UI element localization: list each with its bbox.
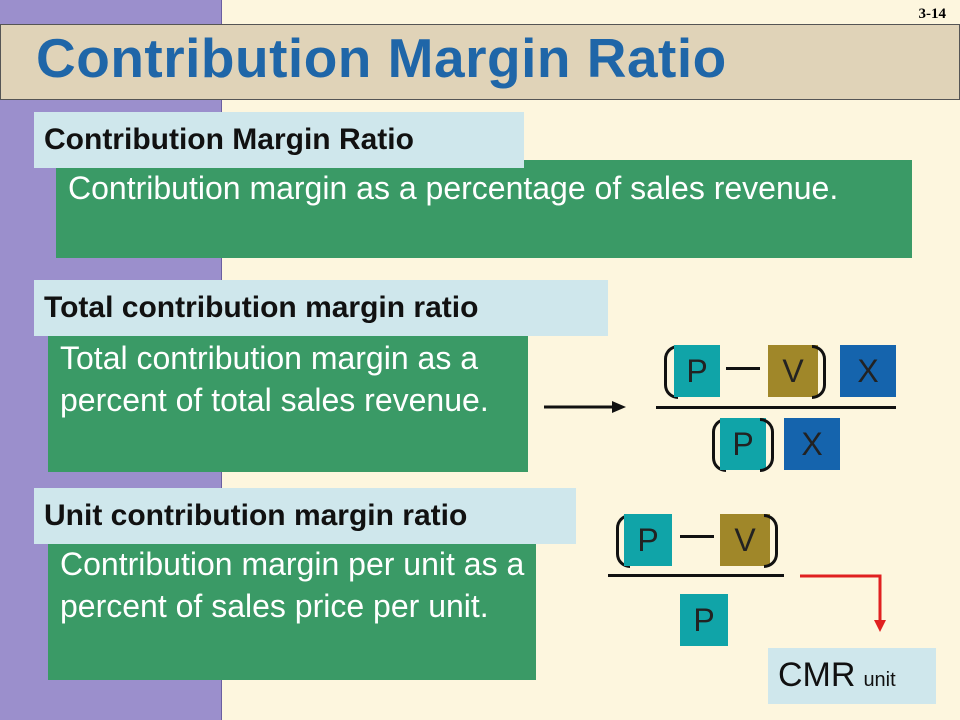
heading-total: Total contribution margin ratio	[34, 280, 608, 336]
cmr-subscript: unit	[863, 669, 896, 691]
cmr-unit-label: CMR unit	[768, 648, 936, 704]
heading-text-total: Total contribution margin ratio	[44, 291, 479, 324]
definition-text-cmr: Contribution margin as a percentage of s…	[68, 170, 839, 206]
tile-v-numerator-total: V	[768, 345, 818, 397]
definition-box-cmr: Contribution margin as a percentage of s…	[56, 160, 912, 258]
fraction-bar-total	[656, 406, 896, 409]
heading-unit: Unit contribution margin ratio	[34, 488, 576, 544]
definition-text-unit: Contribution margin per unit as a percen…	[60, 546, 525, 624]
title-bar	[0, 24, 960, 100]
paren-right-numerator-total	[812, 345, 826, 399]
slide-number: 3-14	[918, 6, 947, 22]
heading-cmr: Contribution Margin Ratio	[34, 112, 524, 168]
heading-text-cmr: Contribution Margin Ratio	[44, 123, 414, 156]
tile-v-numerator-unit: V	[720, 514, 770, 566]
minus-sign-unit	[680, 535, 714, 538]
paren-left-numerator-unit	[616, 514, 630, 568]
right-arrow-icon	[544, 401, 626, 413]
heading-text-unit: Unit contribution margin ratio	[44, 499, 468, 532]
tile-p-denominator-total: P	[720, 418, 766, 470]
definition-text-total: Total contribution margin as a percent o…	[60, 340, 489, 418]
paren-right-denominator-total	[760, 418, 774, 472]
paren-left-numerator-total	[664, 345, 678, 399]
definition-box-unit: Contribution margin per unit as a percen…	[48, 540, 536, 680]
paren-right-numerator-unit	[764, 514, 778, 568]
fraction-bar-unit	[608, 574, 784, 577]
minus-sign	[726, 367, 760, 370]
tile-x-numerator-total: X	[840, 345, 896, 397]
tile-p-numerator-unit: P	[624, 514, 672, 566]
page-title: Contribution Margin Ratio	[36, 27, 727, 89]
paren-left-denominator-total	[712, 418, 726, 472]
definition-box-total: Total contribution margin as a percent o…	[48, 334, 528, 472]
tile-p-denominator-unit: P	[680, 594, 728, 646]
tile-p-numerator-total: P	[674, 345, 720, 397]
cmr-label-text: CMR	[778, 656, 856, 694]
elbow-arrow-icon	[800, 574, 886, 632]
tile-x-denominator-total: X	[784, 418, 840, 470]
